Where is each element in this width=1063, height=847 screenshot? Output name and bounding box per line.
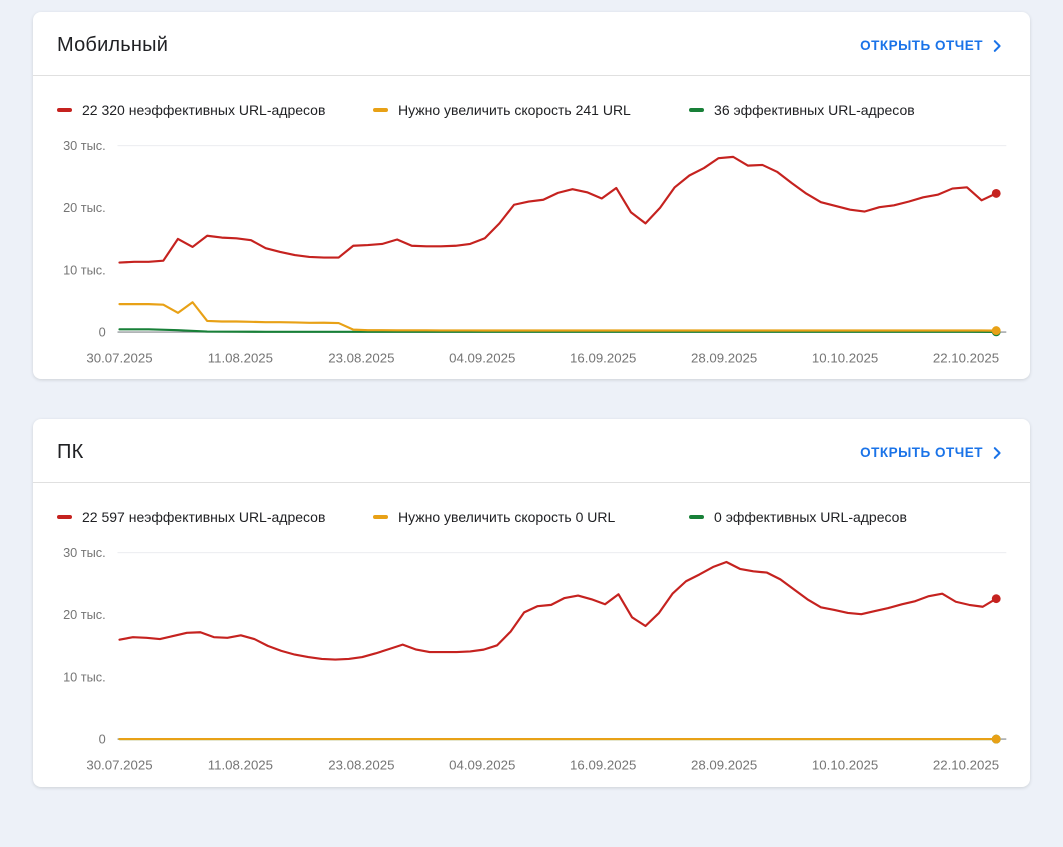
legend-label-good: 0 эффективных URL-адресов <box>714 509 907 526</box>
svg-text:04.09.2025: 04.09.2025 <box>449 758 515 773</box>
open-report-label: ОТКРЫТЬ ОТЧЕТ <box>860 445 983 461</box>
card-header: Мобильный ОТКРЫТЬ ОТЧЕТ <box>33 12 1030 75</box>
chart-legend-desktop: 22 597 неэффективных URL-адресов Нужно у… <box>33 483 1030 533</box>
card-title-mobile: Мобильный <box>57 34 169 56</box>
svg-text:11.08.2025: 11.08.2025 <box>208 758 273 773</box>
svg-text:10.10.2025: 10.10.2025 <box>812 758 878 773</box>
legend-label-poor: 22 597 неэффективных URL-адресов <box>82 509 326 526</box>
svg-text:0: 0 <box>99 732 106 747</box>
card-header: ПК ОТКРЫТЬ ОТЧЕТ <box>33 419 1030 482</box>
mobile-report-card: Мобильный ОТКРЫТЬ ОТЧЕТ 22 320 неэффекти… <box>33 12 1030 380</box>
svg-text:22.10.2025: 22.10.2025 <box>933 350 999 365</box>
legend-marker-poor <box>57 515 72 520</box>
svg-text:30.07.2025: 30.07.2025 <box>86 758 152 773</box>
svg-text:28.09.2025: 28.09.2025 <box>691 350 757 365</box>
svg-text:23.08.2025: 23.08.2025 <box>328 350 394 365</box>
svg-text:20 тыс.: 20 тыс. <box>63 607 106 622</box>
svg-text:23.08.2025: 23.08.2025 <box>328 758 394 773</box>
desktop-report-card: ПК ОТКРЫТЬ ОТЧЕТ 22 597 неэффективных UR… <box>33 419 1030 787</box>
legend-item-poor-urls: 22 597 неэффективных URL-адресов <box>57 509 373 525</box>
svg-text:20 тыс.: 20 тыс. <box>63 200 106 215</box>
legend-label-good: 36 эффективных URL-адресов <box>714 102 915 118</box>
chevron-right-icon <box>993 446 1001 459</box>
legend-marker-poor <box>57 108 72 112</box>
divider <box>33 482 1030 484</box>
svg-text:10.10.2025: 10.10.2025 <box>812 350 878 365</box>
legend-item-poor-urls: 22 320 неэффективных URL-адресов <box>57 102 373 118</box>
svg-text:10 тыс.: 10 тыс. <box>63 262 106 277</box>
legend-label-poor: 22 320 неэффективных URL-адресов <box>82 102 326 118</box>
card-title-desktop: ПК <box>57 441 84 464</box>
legend-item-good-urls: 36 эффективных URL-адресов <box>689 102 1005 118</box>
open-report-label: ОТКРЫТЬ ОТЧЕТ <box>860 38 983 53</box>
open-report-link-desktop[interactable]: ОТКРЫТЬ ОТЧЕТ <box>860 444 1006 462</box>
legend-label-needs-improvement: Нужно увеличить скорость 0 URL <box>398 509 616 526</box>
legend-marker-needs-improvement <box>373 108 389 112</box>
legend-item-needs-improvement: Нужно увеличить скорость 0 URL <box>373 509 689 525</box>
legend-label-needs-improvement: Нужно увеличить скорость 241 URL <box>398 102 631 118</box>
svg-text:22.10.2025: 22.10.2025 <box>933 758 999 773</box>
divider <box>33 75 1030 76</box>
legend-marker-good <box>689 515 705 520</box>
svg-text:30 тыс.: 30 тыс. <box>63 138 106 153</box>
svg-text:04.09.2025: 04.09.2025 <box>449 350 515 365</box>
chevron-right-icon <box>993 39 1001 52</box>
legend-item-good-urls: 0 эффективных URL-адресов <box>689 509 1005 525</box>
svg-text:11.08.2025: 11.08.2025 <box>208 350 273 365</box>
svg-text:0: 0 <box>99 325 106 340</box>
line-chart-mobile: 0 10 тыс. 20 тыс. 30 тыс. 30.07.2025 11.08.20… <box>33 126 1030 379</box>
svg-text:10 тыс.: 10 тыс. <box>63 670 106 685</box>
svg-text:28.09.2025: 28.09.2025 <box>691 758 757 773</box>
svg-text:16.09.2025: 16.09.2025 <box>570 758 636 773</box>
svg-text:16.09.2025: 16.09.2025 <box>570 350 636 365</box>
chart-legend-mobile: 22 320 неэффективных URL-адресов Нужно у… <box>33 76 1030 126</box>
line-chart-desktop: 0 10 тыс. 20 тыс. 30 тыс. 30.07.2025 11.08.20… <box>33 533 1030 786</box>
legend-item-needs-improvement: Нужно увеличить скорость 241 URL <box>373 102 689 118</box>
legend-marker-needs-improvement <box>373 515 389 520</box>
svg-text:30 тыс.: 30 тыс. <box>63 545 106 560</box>
legend-marker-good <box>689 108 705 112</box>
open-report-link-mobile[interactable]: ОТКРЫТЬ ОТЧЕТ <box>860 37 1006 55</box>
svg-text:30.07.2025: 30.07.2025 <box>86 350 152 365</box>
